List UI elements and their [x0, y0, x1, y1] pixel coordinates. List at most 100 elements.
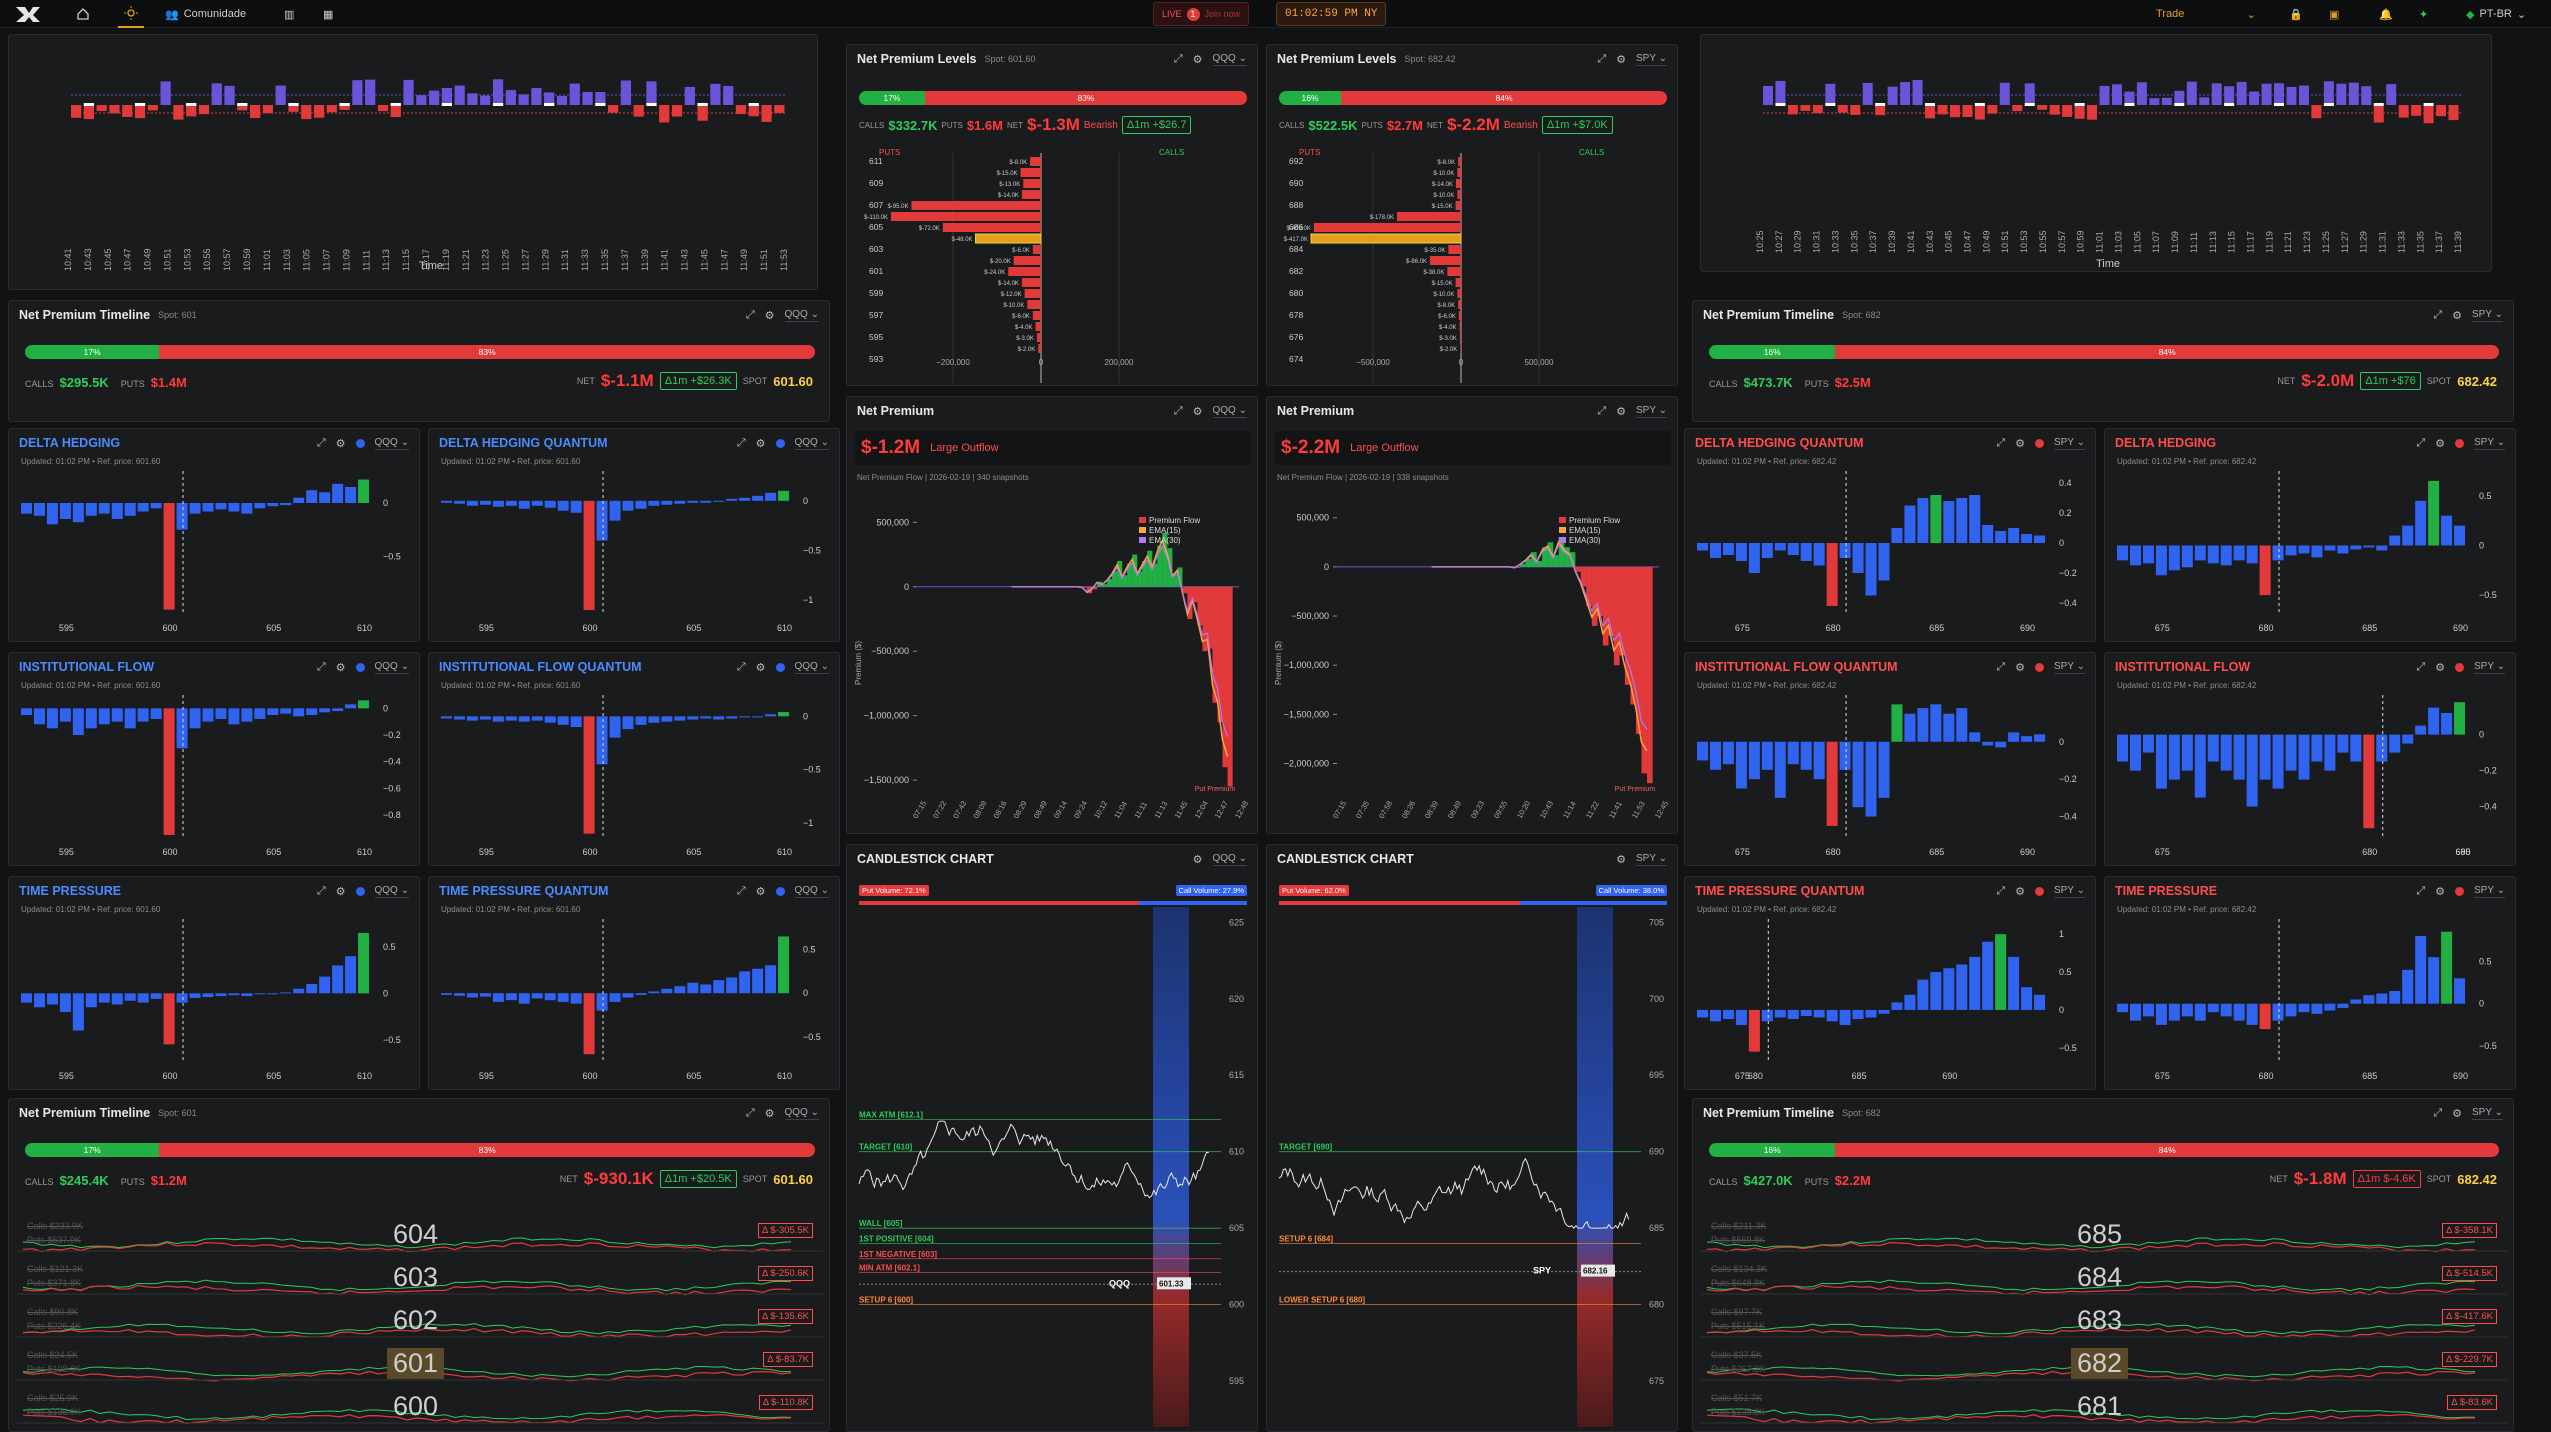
gear-icon[interactable]: ⚙ — [2435, 437, 2445, 450]
ticker-selector[interactable]: QQQ ⌄ — [1212, 52, 1247, 66]
expand-icon[interactable]: ⤢ — [2416, 660, 2426, 673]
gear-icon[interactable]: ⚙ — [2015, 437, 2025, 450]
wallet-icon[interactable]: ▣ — [2329, 8, 2340, 21]
ticker-selector[interactable]: QQQ ⌄ — [794, 884, 829, 898]
timeline-tick: 10:33 — [1830, 230, 1840, 253]
ticker-selector[interactable]: QQQ ⌄ — [784, 308, 819, 322]
ticker-selector[interactable]: QQQ ⌄ — [1212, 404, 1247, 418]
expand-icon[interactable]: ⤢ — [2416, 884, 2426, 897]
gear-icon[interactable]: ⚙ — [2015, 885, 2025, 898]
bell-icon[interactable]: 🔔 — [2379, 8, 2393, 21]
ticker-selector[interactable]: SPY ⌄ — [1636, 52, 1667, 66]
greek-bar — [2324, 545, 2336, 551]
expand-icon[interactable]: ⤢ — [1996, 436, 2006, 449]
gear-icon[interactable]: ⚙ — [755, 437, 766, 450]
x-tick: 680 — [1748, 1071, 1763, 1081]
ticker-selector[interactable]: SPY ⌄ — [1636, 852, 1667, 866]
gear-icon[interactable]: ⚙ — [335, 437, 346, 450]
ticker-selector[interactable]: SPY ⌄ — [2472, 1106, 2503, 1120]
expand-icon[interactable]: ⤢ — [316, 436, 326, 449]
ticker-selector[interactable]: SPY ⌄ — [2474, 436, 2505, 450]
gear-icon[interactable]: ⚙ — [2452, 309, 2462, 322]
ticker-selector[interactable]: SPY ⌄ — [2472, 308, 2503, 322]
greek-bar — [2376, 993, 2388, 1004]
lock-icon[interactable]: 🔒 — [2289, 8, 2303, 21]
ticker-selector[interactable]: SPY ⌄ — [2054, 884, 2085, 898]
calendar-icon[interactable]: ▦ — [323, 8, 334, 21]
puts-bar — [1032, 245, 1041, 254]
trade-dropdown[interactable]: Trade ⌄ — [2156, 0, 2256, 28]
puts-share: 83% — [159, 1143, 815, 1157]
gear-icon[interactable]: ⚙ — [2435, 885, 2445, 898]
x-tick: 675 — [2155, 847, 2170, 857]
gear-icon[interactable]: ⚙ — [335, 661, 346, 674]
panel-tools: ⤢ ⚙ SPY ⌄ — [1597, 53, 1667, 66]
y-axis-label: Premium ($) — [1274, 641, 1283, 685]
gear-icon[interactable]: ⚙ — [764, 309, 775, 322]
updated-label: Updated: 01:02 PM • Ref. price: 601.60 — [21, 905, 161, 914]
sun-icon[interactable] — [118, 0, 144, 28]
greek-bar — [1761, 543, 1773, 558]
book-icon[interactable]: ▥ — [284, 8, 295, 21]
net-value: $-930.1K — [583, 1169, 654, 1188]
ticker-selector[interactable]: QQQ ⌄ — [374, 436, 409, 450]
gear-icon[interactable]: ⚙ — [755, 885, 766, 898]
expand-icon[interactable]: ⤢ — [745, 1106, 755, 1119]
expand-icon[interactable]: ⤢ — [2416, 436, 2426, 449]
greek-bar — [778, 490, 790, 501]
gear-icon[interactable]: ⚙ — [755, 661, 766, 674]
gift-icon[interactable]: ✦ — [2419, 8, 2429, 21]
timeline-bar — [1925, 105, 1936, 119]
expand-icon[interactable]: ⤢ — [1996, 884, 2006, 897]
gear-icon[interactable]: ⚙ — [764, 1107, 775, 1120]
expand-icon[interactable]: ⤢ — [1597, 52, 1607, 65]
gear-icon[interactable]: ⚙ — [1616, 405, 1626, 418]
gear-icon[interactable]: ⚙ — [335, 885, 346, 898]
expand-icon[interactable]: ⤢ — [316, 660, 326, 673]
language-selector[interactable]: ◆ PT-BR ⌄ — [2466, 0, 2526, 28]
ticker-selector[interactable]: SPY ⌄ — [2054, 660, 2085, 674]
live-badge[interactable]: LIVE 1 Join now — [1153, 2, 1250, 26]
ticker-selector[interactable]: QQQ ⌄ — [794, 660, 829, 674]
x-tick: 12:47 — [1213, 799, 1230, 820]
expand-icon[interactable]: ⤢ — [736, 884, 746, 897]
gear-icon[interactable]: ⚙ — [1616, 853, 1626, 866]
ticker-selector[interactable]: SPY ⌄ — [2054, 436, 2085, 450]
logo-icon[interactable] — [12, 0, 44, 28]
gear-icon[interactable]: ⚙ — [1192, 53, 1203, 66]
ticker-selector[interactable]: QQQ ⌄ — [374, 660, 409, 674]
gear-icon[interactable]: ⚙ — [2452, 1107, 2462, 1120]
expand-icon[interactable]: ⤢ — [2433, 1106, 2443, 1119]
expand-icon[interactable]: ⤢ — [745, 308, 755, 321]
gear-icon[interactable]: ⚙ — [2435, 661, 2445, 674]
x-tick: 680 — [1826, 847, 1841, 857]
greek-bar — [2246, 1003, 2258, 1025]
greek-bar — [1748, 741, 1760, 780]
expand-icon[interactable]: ⤢ — [1996, 660, 2006, 673]
puts-share: 84% — [1341, 91, 1667, 105]
greek-bar-chart: 0.5 0 −0.5 595 600 605 610 — [441, 919, 821, 1081]
expand-icon[interactable]: ⤢ — [2433, 308, 2443, 321]
ticker-selector[interactable]: QQQ ⌄ — [1212, 852, 1247, 866]
gear-icon[interactable]: ⚙ — [1616, 53, 1626, 66]
ticker-selector[interactable]: SPY ⌄ — [1636, 404, 1667, 418]
greek-bar — [176, 503, 188, 530]
expand-icon[interactable]: ⤢ — [736, 660, 746, 673]
expand-icon[interactable]: ⤢ — [316, 884, 326, 897]
ticker-selector[interactable]: QQQ ⌄ — [374, 884, 409, 898]
gear-icon[interactable]: ⚙ — [1192, 853, 1203, 866]
ticker-selector[interactable]: SPY ⌄ — [2474, 660, 2505, 674]
gear-icon[interactable]: ⚙ — [1192, 405, 1203, 418]
community-link[interactable]: 👥 Comunidade — [165, 0, 246, 28]
home-icon[interactable] — [76, 0, 90, 28]
expand-icon[interactable]: ⤢ — [1173, 52, 1183, 65]
ticker-selector[interactable]: SPY ⌄ — [2474, 884, 2505, 898]
greek-bar — [163, 993, 175, 1045]
ticker-selector[interactable]: QQQ ⌄ — [794, 436, 829, 450]
expand-icon[interactable]: ⤢ — [1597, 404, 1607, 417]
expand-icon[interactable]: ⤢ — [736, 436, 746, 449]
gear-icon[interactable]: ⚙ — [2015, 661, 2025, 674]
expand-icon[interactable]: ⤢ — [1173, 404, 1183, 417]
ticker-selector[interactable]: QQQ ⌄ — [784, 1106, 819, 1120]
greek-bar — [648, 991, 660, 994]
